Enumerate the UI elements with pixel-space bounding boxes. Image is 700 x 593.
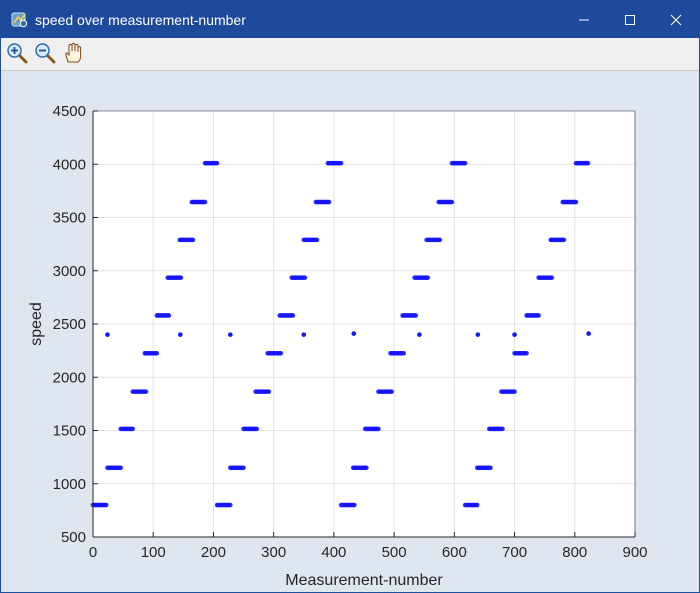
zoom-in-button[interactable] — [5, 41, 29, 65]
data-point — [254, 426, 260, 432]
data-point — [376, 426, 381, 432]
close-button[interactable] — [653, 1, 699, 38]
data-point — [389, 389, 395, 394]
data-point — [561, 237, 567, 243]
data-point — [154, 350, 160, 356]
data-point — [202, 199, 208, 205]
data-point — [178, 332, 183, 337]
data-point — [524, 350, 529, 356]
zoom-in-icon — [7, 43, 28, 64]
x-tick-label: 900 — [622, 544, 647, 561]
y-tick-label: 3000 — [53, 263, 86, 280]
x-tick-label: 400 — [321, 544, 346, 561]
figure-toolbar — [1, 38, 699, 71]
title-bar[interactable]: speed over measurement-number — [1, 1, 699, 38]
data-point — [536, 313, 541, 318]
maximize-icon — [625, 14, 635, 25]
zoom-out-icon — [35, 43, 56, 64]
data-point — [103, 502, 109, 508]
data-point — [449, 199, 455, 205]
minimize-icon — [579, 19, 589, 20]
data-point — [352, 502, 357, 508]
x-tick-label: 800 — [562, 544, 587, 561]
data-point — [401, 350, 407, 356]
data-point — [488, 465, 493, 471]
y-tick-label: 2000 — [53, 369, 86, 386]
data-point — [549, 275, 555, 280]
data-point — [500, 426, 505, 432]
data-point — [585, 160, 591, 166]
y-tick-label: 500 — [61, 529, 86, 546]
x-tick-label: 0 — [89, 544, 97, 561]
x-tick-label: 600 — [442, 544, 467, 561]
close-icon — [670, 14, 682, 25]
data-point — [474, 502, 480, 508]
y-tick-label: 2500 — [53, 316, 86, 333]
data-point — [178, 275, 184, 280]
maximize-button[interactable] — [607, 1, 653, 38]
data-point — [586, 331, 591, 336]
data-point — [190, 237, 196, 243]
y-tick-label: 1500 — [53, 423, 86, 440]
data-point — [364, 465, 369, 471]
data-point — [228, 502, 233, 508]
data-point — [437, 237, 443, 243]
data-point — [462, 160, 468, 166]
x-tick-label: 200 — [201, 544, 226, 561]
data-point — [512, 389, 517, 394]
data-point — [241, 465, 246, 471]
data-point — [417, 332, 422, 337]
data-point — [105, 332, 110, 337]
data-point — [573, 199, 579, 205]
y-tick-label: 4500 — [53, 103, 86, 120]
y-tick-label: 4000 — [53, 156, 86, 173]
pan-hand-icon — [65, 42, 82, 63]
pan-button[interactable] — [61, 41, 85, 65]
figure-area: 0 100 200 300 400 500 600 700 800 900 500 1000 1500 2… — [1, 71, 699, 592]
data-point — [130, 426, 136, 432]
data-point — [413, 313, 419, 318]
x-axis-label: Measurement-number — [285, 572, 443, 589]
data-point — [143, 389, 149, 394]
data-point — [266, 389, 272, 394]
x-tick-label: 300 — [261, 544, 286, 561]
data-point — [290, 313, 296, 318]
x-tick-label: 500 — [382, 544, 407, 561]
data-point — [475, 332, 481, 337]
data-point — [425, 275, 431, 280]
data-point — [301, 332, 307, 337]
x-tick-label: 700 — [502, 544, 527, 561]
y-tick-label: 3500 — [53, 210, 86, 227]
minimize-button[interactable] — [561, 1, 607, 38]
y-axis-label: speed — [28, 302, 45, 346]
matlab-figure-icon — [11, 12, 28, 28]
data-point — [326, 199, 332, 205]
data-point — [166, 313, 172, 318]
data-point — [118, 465, 124, 471]
data-point — [351, 331, 357, 336]
data-point — [338, 160, 344, 166]
data-point — [314, 237, 320, 243]
x-tick-label: 100 — [141, 544, 166, 561]
data-point — [278, 350, 284, 356]
data-point — [214, 160, 220, 166]
data-point — [512, 332, 517, 337]
y-tick-label: 1000 — [53, 476, 86, 493]
data-point — [302, 275, 308, 280]
window-title: speed over measurement-number — [35, 12, 246, 28]
scatter-chart[interactable]: 0 100 200 300 400 500 600 700 800 900 500 1000 1500 2… — [1, 71, 699, 592]
data-point — [228, 332, 233, 337]
zoom-out-button[interactable] — [33, 41, 57, 65]
